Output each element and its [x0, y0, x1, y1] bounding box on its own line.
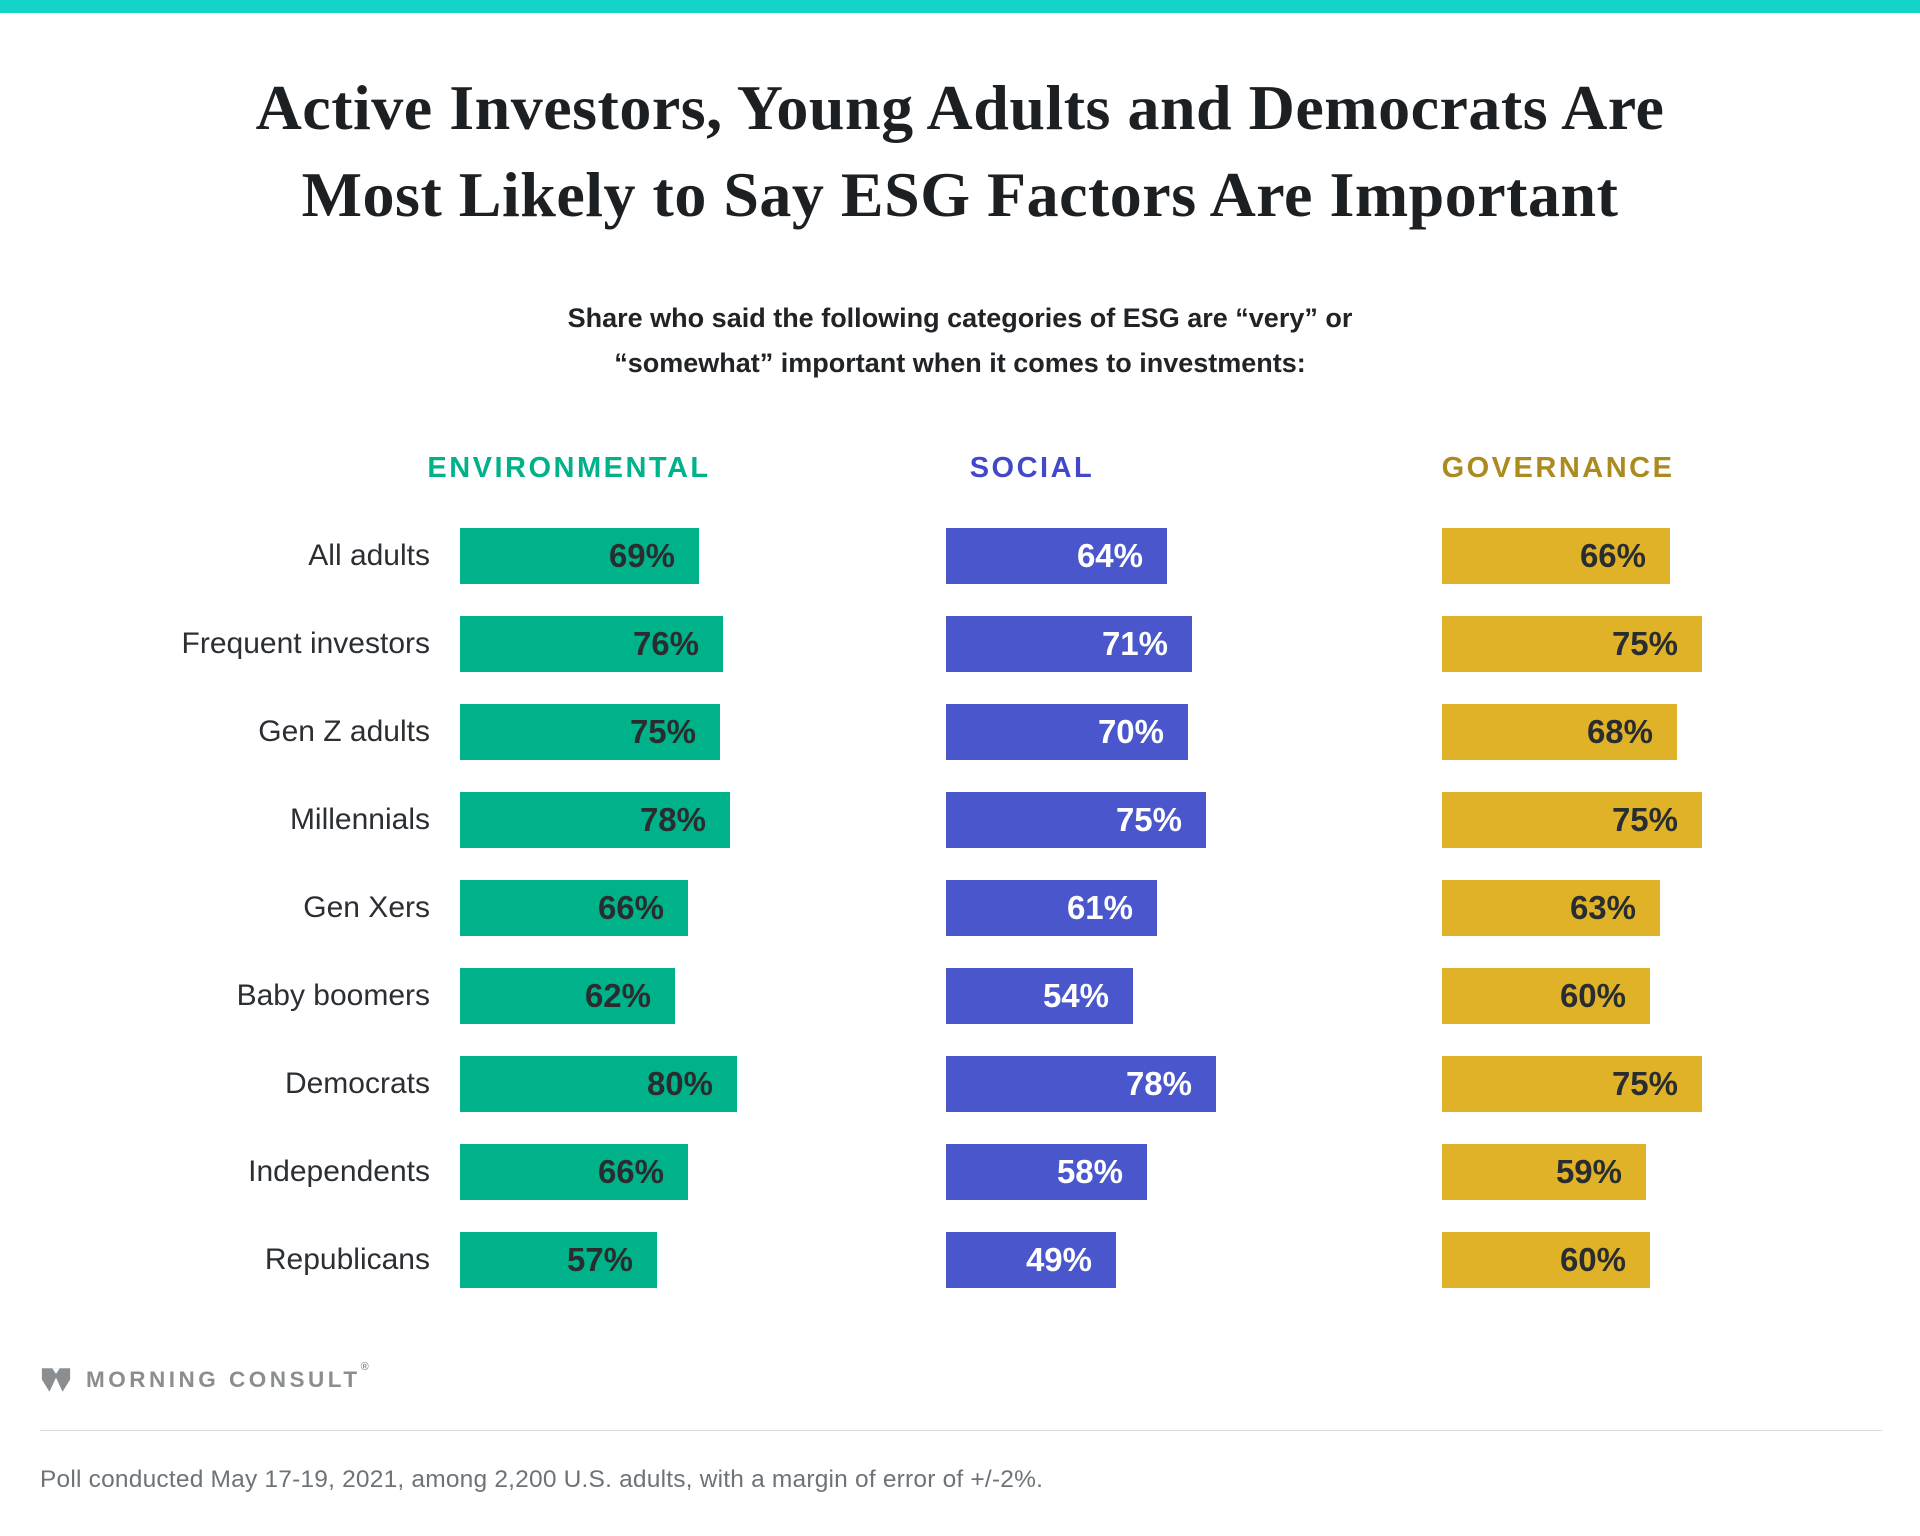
- title-line-2: Most Likely to Say ESG Factors Are Impor…: [301, 159, 1619, 231]
- bar-value-label: 78%: [1125, 1065, 1192, 1102]
- bar-environmental: 66%: [460, 880, 688, 936]
- bar-value-label: 75%: [1115, 801, 1182, 838]
- bar-value-label: 63%: [1569, 889, 1636, 926]
- row-label: Republicans: [264, 1243, 430, 1276]
- bar-environmental: 75%: [460, 704, 720, 760]
- bar-environmental: 78%: [460, 792, 730, 848]
- bar-environmental: 80%: [460, 1056, 737, 1112]
- bar-governance: 68%: [1442, 704, 1677, 760]
- bar-value-label: 75%: [1611, 625, 1678, 662]
- bar-governance: 60%: [1442, 968, 1650, 1024]
- bar-social: 49%: [946, 1232, 1116, 1288]
- bar-value-label: 66%: [597, 1153, 664, 1190]
- bar-value-label: 75%: [1611, 1065, 1678, 1102]
- methodology-note: Poll conducted May 17-19, 2021, among 2,…: [40, 1466, 1044, 1493]
- bar-governance: 59%: [1442, 1144, 1646, 1200]
- bar-value-label: 68%: [1586, 713, 1653, 750]
- bar-environmental: 62%: [460, 968, 675, 1024]
- bar-value-label: 54%: [1042, 977, 1109, 1014]
- bar-value-label: 58%: [1056, 1153, 1123, 1190]
- bar-governance: 60%: [1442, 1232, 1650, 1288]
- row-label: Baby boomers: [236, 979, 430, 1012]
- bar-environmental: 76%: [460, 616, 723, 672]
- bar-social: 75%: [946, 792, 1206, 848]
- bar-value-label: 76%: [632, 625, 699, 662]
- column-header-environmental: ENVIRONMENTAL: [427, 452, 711, 484]
- chart-subtitle: Share who said the following categories …: [0, 296, 1920, 387]
- row-label: Democrats: [284, 1067, 430, 1100]
- bar-value-label: 71%: [1101, 625, 1168, 662]
- title-line-1: Active Investors, Young Adults and Democ…: [255, 72, 1665, 143]
- bar-social: 64%: [946, 528, 1167, 584]
- bar-value-label: 62%: [584, 977, 651, 1014]
- row-label: Gen Xers: [303, 891, 430, 924]
- bar-governance: 66%: [1442, 528, 1670, 584]
- bar-value-label: 66%: [1579, 537, 1646, 574]
- bar-environmental: 66%: [460, 1144, 688, 1200]
- bar-environmental: 69%: [460, 528, 699, 584]
- row-label: Gen Z adults: [258, 715, 430, 748]
- morning-consult-logo: MORNING CONSULT®: [40, 1361, 373, 1394]
- bar-value-label: 70%: [1097, 713, 1164, 750]
- bar-value-label: 60%: [1559, 977, 1626, 1014]
- subtitle-line-2: “somewhat” important when it comes to in…: [614, 348, 1306, 379]
- column-header-governance: GOVERNANCE: [1441, 452, 1675, 484]
- bar-social: 61%: [946, 880, 1157, 936]
- row-label: All adults: [308, 539, 430, 572]
- bar-social: 58%: [946, 1144, 1147, 1200]
- bar-governance: 75%: [1442, 1056, 1702, 1112]
- bar-value-label: 75%: [1611, 801, 1678, 838]
- bar-environmental: 57%: [460, 1232, 657, 1288]
- bar-value-label: 57%: [566, 1241, 633, 1278]
- subtitle-line-1: Share who said the following categories …: [567, 303, 1353, 333]
- row-label: Independents: [248, 1155, 430, 1188]
- bar-value-label: 66%: [597, 889, 664, 926]
- bar-value-label: 60%: [1559, 1241, 1626, 1278]
- bar-value-label: 64%: [1076, 537, 1143, 574]
- registered-trademark-symbol: ®: [360, 1361, 373, 1373]
- bar-social: 54%: [946, 968, 1133, 1024]
- row-label: Millennials: [289, 803, 430, 836]
- bar-social: 71%: [946, 616, 1192, 672]
- bar-social: 78%: [946, 1056, 1216, 1112]
- bar-value-label: 49%: [1025, 1241, 1092, 1278]
- bar-value-label: 61%: [1066, 889, 1133, 926]
- footer-divider: [40, 1430, 1882, 1431]
- bar-value-label: 69%: [608, 537, 675, 574]
- brand-accent-bar: [0, 0, 1920, 13]
- page-title: Active Investors, Young Adults and Democ…: [0, 64, 1920, 238]
- bar-governance: 63%: [1442, 880, 1660, 936]
- bar-social: 70%: [946, 704, 1188, 760]
- bar-value-label: 78%: [639, 801, 706, 838]
- bar-governance: 75%: [1442, 792, 1702, 848]
- bar-value-label: 59%: [1555, 1153, 1622, 1190]
- logo-wordmark: MORNING CONSULT®: [86, 1361, 373, 1392]
- row-label: Frequent investors: [181, 627, 430, 660]
- column-header-social: SOCIAL: [969, 452, 1095, 484]
- bar-value-label: 80%: [646, 1065, 713, 1102]
- bar-value-label: 75%: [629, 713, 696, 750]
- bar-governance: 75%: [1442, 616, 1702, 672]
- morning-consult-logo-icon: [41, 1368, 71, 1392]
